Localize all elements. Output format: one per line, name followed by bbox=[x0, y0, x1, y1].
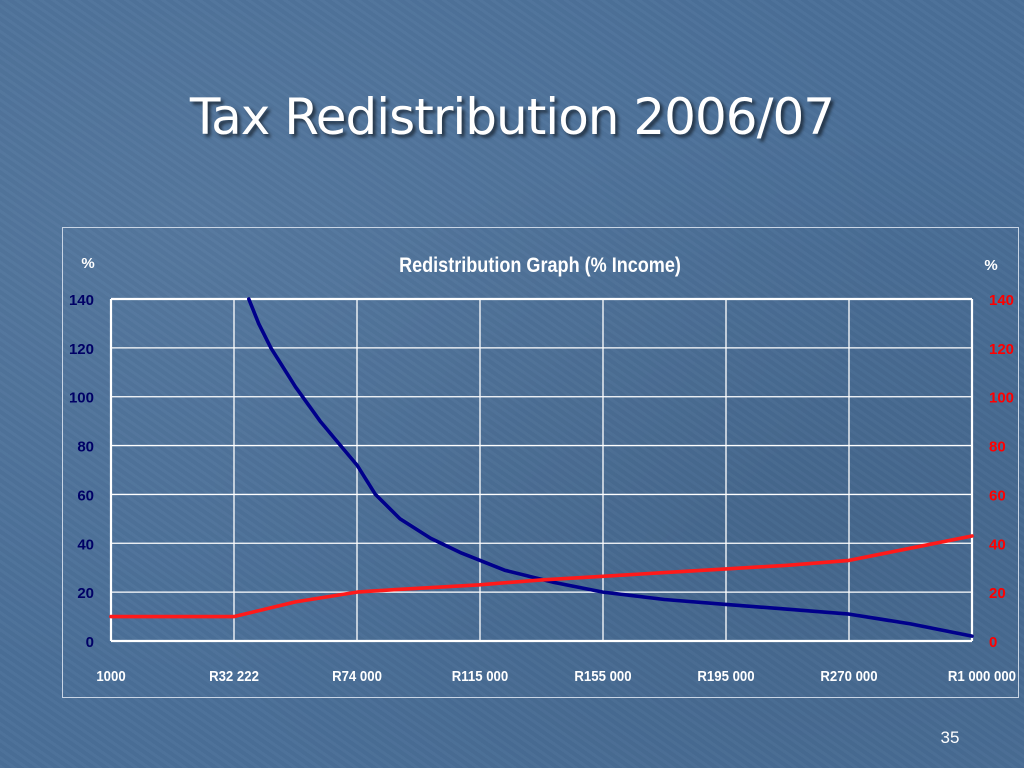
left-y-tick-label: 40 bbox=[77, 536, 94, 553]
x-tick-label: R32 222 bbox=[209, 667, 259, 684]
x-tick-label: R155 000 bbox=[574, 667, 631, 684]
series-line-left-axis bbox=[247, 297, 974, 638]
right-axis-unit-label: % bbox=[984, 257, 997, 274]
left-y-tick-label: 120 bbox=[69, 341, 94, 358]
x-tick-label: R1 000 000 bbox=[948, 667, 1016, 684]
left-y-tick-label: 80 bbox=[77, 439, 94, 456]
right-y-tick-label: 0 bbox=[989, 634, 997, 651]
right-y-tick-label: 40 bbox=[989, 536, 1006, 553]
gridlines bbox=[109, 297, 974, 643]
x-tick-label: R74 000 bbox=[332, 667, 382, 684]
series-lines bbox=[109, 297, 974, 638]
left-y-tick-label: 20 bbox=[77, 585, 94, 602]
left-y-tick-label: 140 bbox=[69, 292, 94, 309]
series-line-right-axis bbox=[109, 534, 974, 619]
page-number: 35 bbox=[940, 728, 960, 747]
left-y-tick-label: 60 bbox=[77, 487, 94, 504]
x-tick-label: 1000 bbox=[96, 667, 125, 684]
slide-title: Tax Redistribution 2006/07 bbox=[189, 88, 835, 146]
left-axis-unit-label: % bbox=[81, 255, 94, 272]
right-y-tick-label: 140 bbox=[989, 292, 1014, 309]
right-y-tick-label: 20 bbox=[989, 585, 1006, 602]
right-y-tick-label: 120 bbox=[989, 341, 1014, 358]
x-tick-label: R195 000 bbox=[697, 667, 754, 684]
x-tick-label: R270 000 bbox=[820, 667, 877, 684]
chart-title: Redistribution Graph (% Income) bbox=[399, 254, 681, 278]
left-y-tick-label: 100 bbox=[69, 390, 94, 407]
x-tick-label: R115 000 bbox=[452, 667, 509, 684]
left-y-tick-label: 0 bbox=[86, 634, 94, 651]
right-y-tick-label: 60 bbox=[989, 487, 1006, 504]
right-y-tick-label: 100 bbox=[989, 390, 1014, 407]
chart-frame bbox=[62, 227, 1019, 698]
axis-tick-labels: 0 0 20 20 40 40 60 60 80 80 100 100 120 120 140 140 1000… bbox=[69, 292, 1016, 684]
right-y-tick-label: 80 bbox=[989, 439, 1006, 456]
